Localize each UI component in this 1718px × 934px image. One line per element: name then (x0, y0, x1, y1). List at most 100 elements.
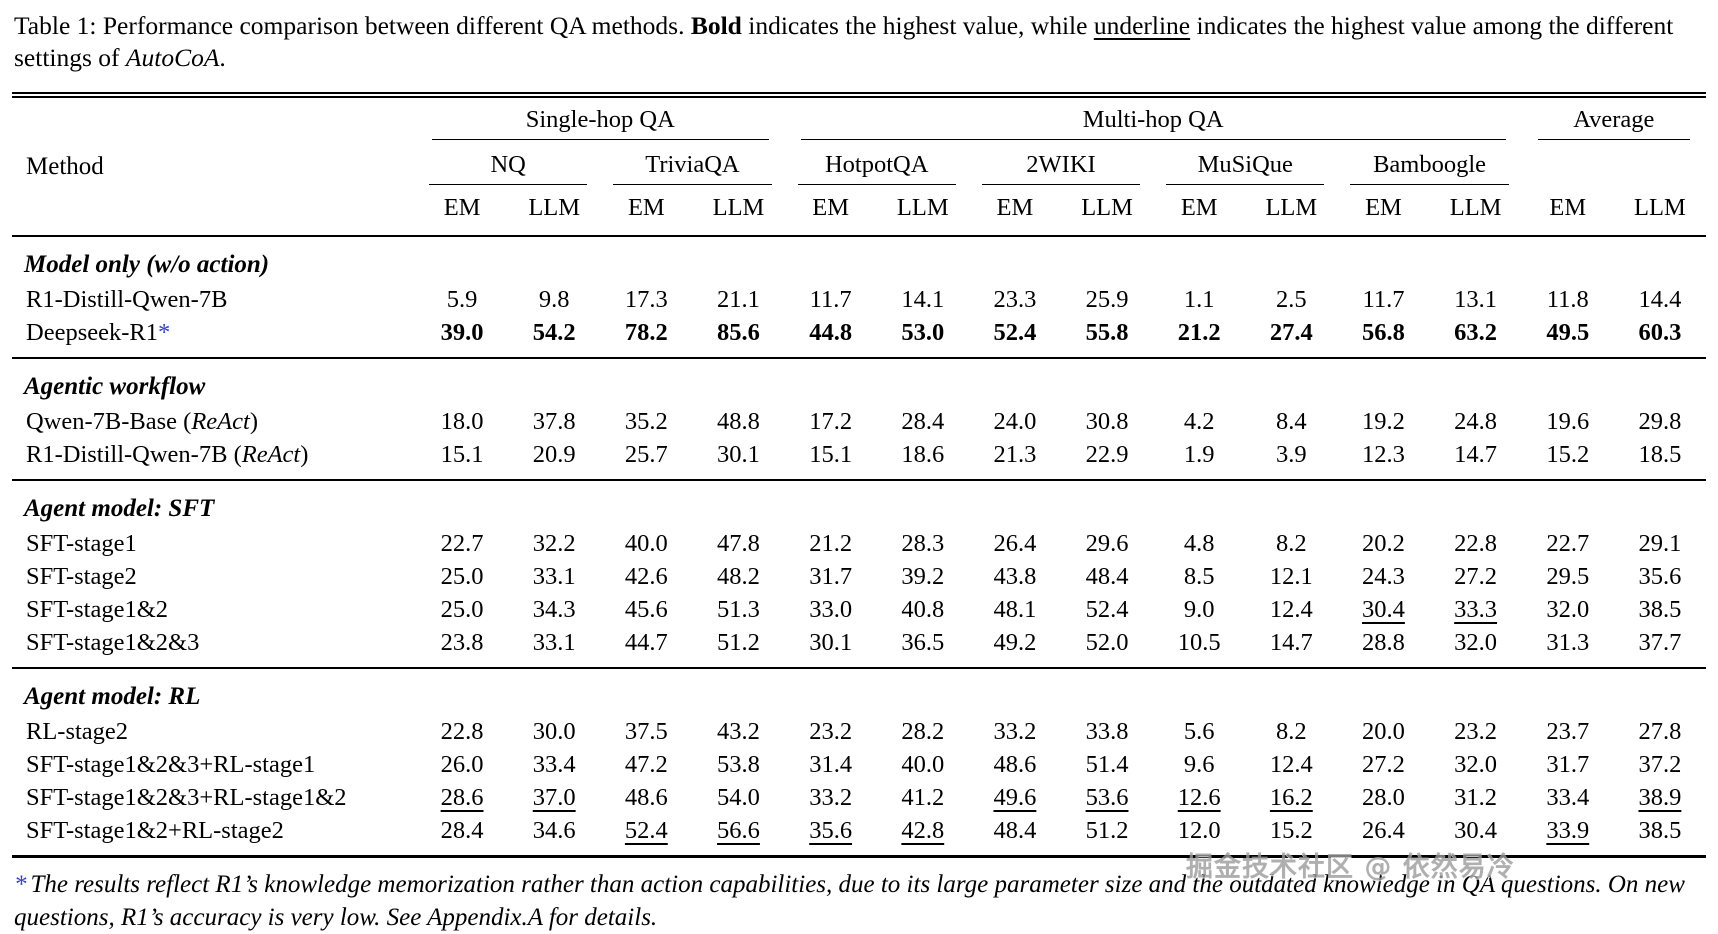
group-label: Multi-hop QA (800, 98, 1506, 140)
value-cell: 54.0 (717, 784, 760, 811)
dataset-spacer (1522, 140, 1706, 185)
value-cell: 29.1 (1638, 530, 1682, 557)
value-cell: 30.1 (809, 629, 853, 656)
group-label: Single-hop QA (432, 98, 769, 140)
value-cell: 33.2 (809, 784, 853, 811)
value-cell: 19.2 (1362, 408, 1405, 435)
caption-text: indicates the highest value, while (741, 11, 1094, 40)
value-cell: 9.0 (1183, 596, 1215, 623)
value-cell: 15.2 (1546, 441, 1590, 468)
watermark: 掘金技术社区 @ 依然易冷 (1186, 852, 1515, 883)
table-row: R1-Distill-Qwen-7B (ReAct) 15.1 20.9 25.7 30… (12, 438, 1706, 480)
value-cell: 22.7 (1546, 530, 1590, 557)
value-cell: 48.1 (993, 596, 1037, 623)
value-cell: 53.8 (717, 751, 760, 778)
value-cell: 52.4 (993, 319, 1037, 346)
group-average: Average (1522, 98, 1706, 140)
value-cell: 44.7 (624, 629, 668, 656)
value-cell: 11.7 (809, 286, 852, 313)
table-row: Deepseek-R1* 39.0 54.2 78.2 85.6 44.8 53.0 52.4… (12, 316, 1706, 358)
table-caption: Table 1: Performance comparison between … (14, 10, 1704, 74)
method-italic-suffix: ReAct (241, 441, 301, 468)
caption-text: Table 1: Performance comparison between … (14, 11, 691, 40)
section-row: Agent model: SFT (12, 479, 1706, 527)
value-cell: 22.8 (1454, 530, 1498, 557)
value-cell: 48.4 (993, 817, 1037, 844)
method-cell: SFT-stage1&2 (26, 596, 169, 623)
value-cell: 41.2 (901, 784, 945, 811)
value-cell: 18.0 (440, 408, 484, 435)
value-cell: 15.1 (809, 441, 853, 468)
value-cell: 31.7 (809, 563, 853, 590)
value-cell: 35.6 (1638, 563, 1682, 590)
value-cell: 28.0 (1362, 784, 1405, 811)
value-cell: 36.5 (901, 629, 945, 656)
value-cell: 56.6 (717, 817, 760, 844)
value-cell: 11.8 (1546, 286, 1589, 313)
value-cell: 10.5 (1177, 629, 1221, 656)
table-row: SFT-stage1&2&3+RL-stage1 26.0 33.4 47.2 53.8… (12, 748, 1706, 781)
metric-header-em: EM (1521, 185, 1614, 237)
value-cell: 32.0 (1546, 596, 1590, 623)
value-cell: 19.6 (1546, 408, 1590, 435)
value-cell: 52.4 (624, 817, 668, 844)
value-cell: 23.2 (809, 718, 853, 745)
value-cell: 37.8 (532, 408, 576, 435)
value-cell: 34.3 (532, 596, 576, 623)
value-cell: 38.9 (1638, 784, 1682, 811)
value-cell: 27.2 (1362, 751, 1405, 778)
value-cell: 16.2 (1269, 784, 1313, 811)
value-cell: 18.6 (901, 441, 945, 468)
value-cell: 17.2 (809, 408, 853, 435)
value-cell: 1.1 (1183, 286, 1215, 313)
value-cell: 14.7 (1269, 629, 1313, 656)
group-header-row: Method Single-hop QA Multi-hop QA Averag… (12, 98, 1706, 237)
method-cell: RL-stage2 (26, 718, 129, 745)
value-cell: 43.8 (993, 563, 1037, 590)
value-cell: 52.4 (1085, 596, 1129, 623)
dataset-musique: MuSiQue (1153, 140, 1337, 185)
metric-header-llm: LLM (876, 185, 969, 237)
metric-header-llm: LLM (1613, 185, 1706, 237)
metric-header-em: EM (968, 185, 1061, 237)
method-cell: SFT-stage1&2&3+RL-stage1 (26, 751, 316, 778)
value-cell: 49.2 (993, 629, 1037, 656)
value-cell: 30.8 (1085, 408, 1129, 435)
table-row: R1-Distill-Qwen-7B 5.9 9.8 17.3 21.1 11.7 14.1… (12, 283, 1706, 316)
dataset-label: TriviaQA (613, 140, 772, 185)
value-cell: 20.9 (532, 441, 576, 468)
value-cell: 78.2 (624, 319, 668, 346)
dataset-nq: NQ (416, 140, 600, 185)
value-cell: 44.8 (809, 319, 853, 346)
value-cell: 32.0 (1454, 751, 1498, 778)
dataset-label: MuSiQue (1166, 140, 1325, 185)
value-cell: 2.5 (1276, 286, 1307, 313)
value-cell: 51.2 (717, 629, 760, 656)
value-cell: 21.2 (1177, 319, 1221, 346)
value-cell: 12.0 (1177, 817, 1221, 844)
value-cell: 47.2 (624, 751, 668, 778)
value-cell: 25.0 (440, 596, 484, 623)
method-cell: SFT-stage1&2&3+RL-stage1&2 (26, 784, 347, 811)
section-title: Agent model: SFT (12, 479, 1706, 527)
value-cell: 30.0 (532, 718, 576, 745)
value-cell: 21.3 (993, 441, 1037, 468)
value-cell: 31.4 (809, 751, 853, 778)
value-cell: 12.3 (1362, 441, 1405, 468)
value-cell: 28.8 (1362, 629, 1405, 656)
value-cell: 49.5 (1546, 319, 1590, 346)
value-cell: 20.0 (1362, 718, 1405, 745)
value-cell: 28.4 (901, 408, 945, 435)
value-cell: 35.2 (624, 408, 668, 435)
dataset-hotpotqa: HotpotQA (785, 140, 969, 185)
method-cell: R1-Distill-Qwen-7B (26, 286, 228, 313)
value-cell: 23.7 (1546, 718, 1590, 745)
value-cell: 39.0 (440, 319, 484, 346)
value-cell: 22.7 (440, 530, 484, 557)
value-cell: 31.7 (1546, 751, 1590, 778)
metric-header-llm: LLM (508, 185, 601, 237)
value-cell: 29.8 (1638, 408, 1682, 435)
caption-text: . (219, 43, 226, 72)
value-cell: 27.2 (1454, 563, 1498, 590)
table-row: SFT-stage1&2&3 23.8 33.1 44.7 51.2 30.1 36.5 49… (12, 626, 1706, 668)
